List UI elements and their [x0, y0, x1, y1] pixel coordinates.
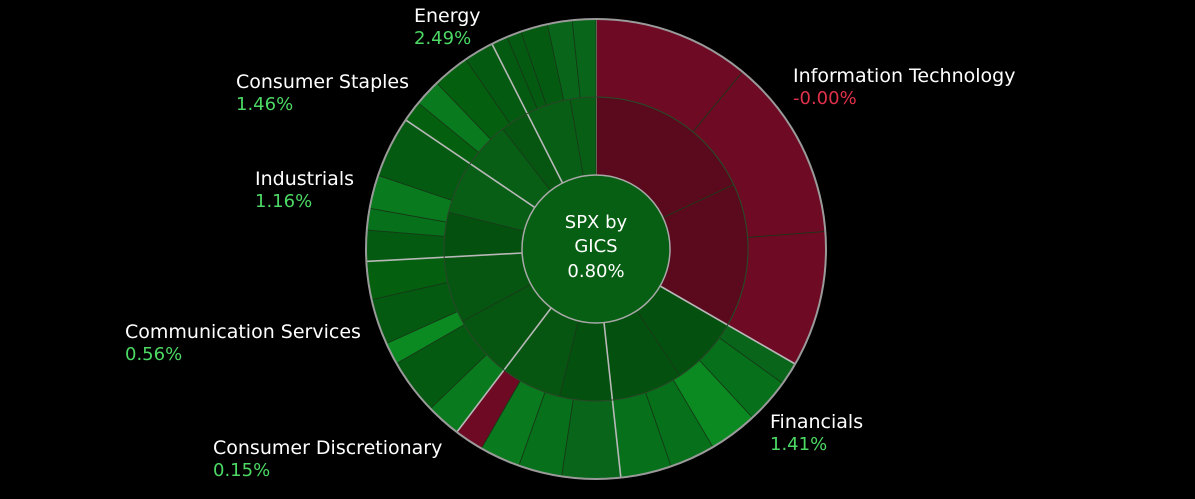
sector-label-consumer-staples: Consumer Staples [236, 71, 409, 93]
sunburst-wedges [365, 18, 827, 480]
inner-ring-border [443, 96, 749, 402]
center-value: 0.80% [567, 261, 624, 282]
sector-value-energy: 2.49% [414, 28, 471, 49]
sector-value-communication-services: 0.56% [125, 344, 182, 365]
sector-value-financials: 1.41% [770, 434, 827, 455]
center-disc [521, 174, 671, 324]
sector-value-information-technology: -0.00% [793, 88, 857, 109]
sector-label-energy: Energy [414, 5, 481, 27]
center-title-line2: GICS [574, 236, 617, 257]
sector-label-industrials: Industrials [255, 168, 354, 190]
sector-labels: Information Technology-0.00%Financials1.… [125, 5, 1015, 481]
sector-label-financials: Financials [770, 411, 863, 433]
sector-label-communication-services: Communication Services [125, 321, 361, 343]
center-title-line1: SPX by [565, 212, 628, 233]
sector-value-consumer-discretionary: 0.15% [213, 460, 270, 481]
sector-value-consumer-staples: 1.46% [236, 94, 293, 115]
sector-label-information-technology: Information Technology [793, 65, 1015, 87]
sector-label-consumer-discretionary: Consumer Discretionary [213, 437, 442, 459]
sector-value-industrials: 1.16% [255, 191, 312, 212]
outer-ring-border [365, 18, 827, 480]
